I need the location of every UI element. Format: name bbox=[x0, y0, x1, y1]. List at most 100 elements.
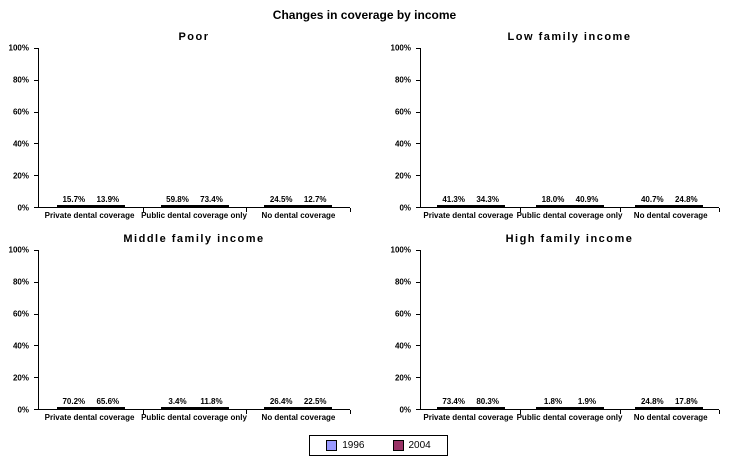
category-public-dental-coverage-only: 3.4% 11.8% bbox=[143, 250, 248, 414]
bar-2004-public-dental-coverage-only: 40.9% bbox=[569, 195, 604, 207]
y-tick-label: 20% bbox=[12, 171, 29, 181]
y-tick-label: 80% bbox=[394, 277, 411, 287]
subplot-middle-family-income: Middle family income 0% 20% 40% 60% 80% 100% 70… bbox=[0, 230, 364, 432]
legend-label-2004: 2004 bbox=[408, 440, 431, 451]
bar-2004-private-dental-coverage: 80.3% bbox=[470, 397, 505, 409]
y-tick-mark bbox=[416, 207, 420, 208]
y-tick-label: 20% bbox=[12, 373, 29, 383]
bar-value-label: 24.5% bbox=[269, 195, 293, 204]
bar-value-label: 22.5% bbox=[303, 397, 327, 406]
y-tick-mark bbox=[416, 143, 420, 145]
bar-1996-no-dental-coverage: 26.4% bbox=[264, 397, 299, 409]
bar-1996-public-dental-coverage-only: 3.4% bbox=[160, 397, 195, 409]
bar-value-label: 65.6% bbox=[96, 397, 120, 406]
bar-group-public-dental-coverage-only: 3.4% 11.8% bbox=[160, 397, 229, 409]
x-tick-mark bbox=[718, 410, 720, 414]
x-tick-mark bbox=[619, 208, 621, 212]
bar-2004-public-dental-coverage-only: 11.8% bbox=[194, 397, 229, 409]
bar-1996-public-dental-coverage-only: 59.8% bbox=[160, 195, 195, 207]
y-tick-mark bbox=[34, 281, 38, 283]
bar-group-public-dental-coverage-only: 1.8% 1.9% bbox=[535, 397, 604, 409]
x-axis-labels-low-family-income: Private dental coverage Public dental cov… bbox=[420, 208, 719, 226]
bar-2004-no-dental-coverage: 17.8% bbox=[669, 397, 704, 409]
y-tick-label: 60% bbox=[12, 107, 29, 117]
category-no-dental-coverage: 24.8% 17.8% bbox=[620, 250, 720, 414]
legend-label-1996: 1996 bbox=[342, 440, 365, 451]
y-axis-high-family-income: 0% 20% 40% 60% 80% 100% bbox=[382, 246, 420, 415]
y-tick-label: 40% bbox=[12, 139, 29, 149]
x-label-private-dental-coverage: Private dental coverage bbox=[44, 211, 135, 220]
x-label-public-dental-coverage-only: Public dental coverage only bbox=[141, 413, 247, 422]
bar-2004-no-dental-coverage: 22.5% bbox=[298, 397, 333, 409]
bar-group-private-dental-coverage: 73.4% 80.3% bbox=[436, 397, 505, 409]
y-tick-mark bbox=[416, 281, 420, 283]
x-tick-mark bbox=[520, 410, 522, 414]
legend-swatch-2004-icon bbox=[392, 440, 404, 451]
x-label-private-dental-coverage: Private dental coverage bbox=[423, 413, 514, 422]
legend-item-2004: 2004 bbox=[392, 440, 431, 451]
y-tick-label: 40% bbox=[394, 139, 411, 149]
bar-value-label: 15.7% bbox=[62, 195, 86, 204]
bar-value-label: 80.3% bbox=[476, 397, 499, 406]
x-tick-mark bbox=[718, 208, 720, 212]
category-no-dental-coverage: 26.4% 22.5% bbox=[246, 250, 352, 414]
plot-area-poor: 15.7% 13.9% 59.8% 73.4% 24.5% 12.7% bbox=[34, 48, 352, 212]
y-tick-mark bbox=[416, 313, 420, 315]
category-public-dental-coverage-only: 18.0% 40.9% bbox=[520, 48, 621, 212]
y-tick-label: 60% bbox=[12, 309, 29, 319]
category-no-dental-coverage: 40.7% 24.8% bbox=[620, 48, 720, 212]
y-tick-label: 100% bbox=[390, 245, 411, 255]
bar-2004-private-dental-coverage: 34.3% bbox=[470, 195, 505, 207]
y-tick-label: 100% bbox=[8, 245, 29, 255]
bar-2004-public-dental-coverage-only: 73.4% bbox=[194, 195, 229, 207]
x-tick-mark bbox=[619, 410, 621, 414]
y-tick-label: 40% bbox=[394, 341, 411, 351]
subplot-title-middle-family-income: Middle family income bbox=[123, 233, 265, 245]
y-tick-mark bbox=[34, 313, 38, 315]
x-tick-mark bbox=[246, 410, 248, 414]
y-tick-label: 80% bbox=[12, 277, 29, 287]
bar-group-public-dental-coverage-only: 59.8% 73.4% bbox=[160, 195, 229, 207]
x-label-private-dental-coverage: Private dental coverage bbox=[44, 413, 135, 422]
y-tick-label: 80% bbox=[394, 75, 411, 85]
bar-value-label: 1.8% bbox=[543, 397, 563, 406]
x-label-public-dental-coverage-only: Public dental coverage only bbox=[141, 211, 247, 220]
y-tick-mark bbox=[416, 111, 420, 113]
bar-1996-public-dental-coverage-only: 18.0% bbox=[535, 195, 570, 207]
bar-2004-public-dental-coverage-only: 1.9% bbox=[569, 397, 604, 409]
x-tick-mark bbox=[520, 208, 522, 212]
bar-1996-private-dental-coverage: 73.4% bbox=[436, 397, 471, 409]
y-tick-mark bbox=[34, 48, 38, 49]
bar-1996-public-dental-coverage-only: 1.8% bbox=[535, 397, 570, 409]
plot-area-middle-family-income: 70.2% 65.6% 3.4% 11.8% 26.4% 22.5% bbox=[34, 250, 352, 414]
y-tick-mark bbox=[34, 143, 38, 145]
x-label-no-dental-coverage: No dental coverage bbox=[633, 413, 708, 422]
legend-box: 1996 2004 bbox=[309, 435, 448, 456]
bar-value-label: 26.4% bbox=[269, 397, 293, 406]
x-axis-labels-poor: Private dental coverage Public dental cov… bbox=[38, 208, 350, 226]
bar-value-label: 24.8% bbox=[674, 195, 698, 204]
y-tick-mark bbox=[416, 409, 420, 410]
y-tick-mark bbox=[34, 175, 38, 177]
category-private-dental-coverage: 15.7% 13.9% bbox=[39, 48, 144, 212]
bar-2004-private-dental-coverage: 13.9% bbox=[90, 195, 125, 207]
subplot-high-family-income: High family income 0% 20% 40% 60% 80% 100% 73.4… bbox=[364, 230, 729, 432]
y-tick-mark bbox=[416, 377, 420, 379]
bar-value-label: 34.3% bbox=[476, 195, 499, 204]
bar-value-label: 41.3% bbox=[442, 195, 465, 204]
bar-1996-no-dental-coverage: 40.7% bbox=[635, 195, 670, 207]
bar-value-label: 70.2% bbox=[62, 397, 86, 406]
subplot-grid: Poor 0% 20% 40% 60% 80% 100% 15.7% 13.9% 59.8% 73.… bbox=[0, 28, 729, 432]
y-tick-mark bbox=[34, 409, 38, 410]
subplot-poor: Poor 0% 20% 40% 60% 80% 100% 15.7% 13.9% 59.8% 73.… bbox=[0, 28, 364, 230]
x-label-private-dental-coverage: Private dental coverage bbox=[423, 211, 514, 220]
y-axis-low-family-income: 0% 20% 40% 60% 80% 100% bbox=[382, 44, 420, 213]
y-tick-mark bbox=[34, 79, 38, 81]
y-tick-mark bbox=[34, 111, 38, 113]
bar-group-no-dental-coverage: 26.4% 22.5% bbox=[264, 397, 333, 409]
bar-value-label: 59.8% bbox=[166, 195, 189, 204]
bar-group-private-dental-coverage: 70.2% 65.6% bbox=[56, 397, 125, 409]
y-tick-label: 60% bbox=[394, 309, 411, 319]
bar-value-label: 11.8% bbox=[200, 397, 223, 406]
